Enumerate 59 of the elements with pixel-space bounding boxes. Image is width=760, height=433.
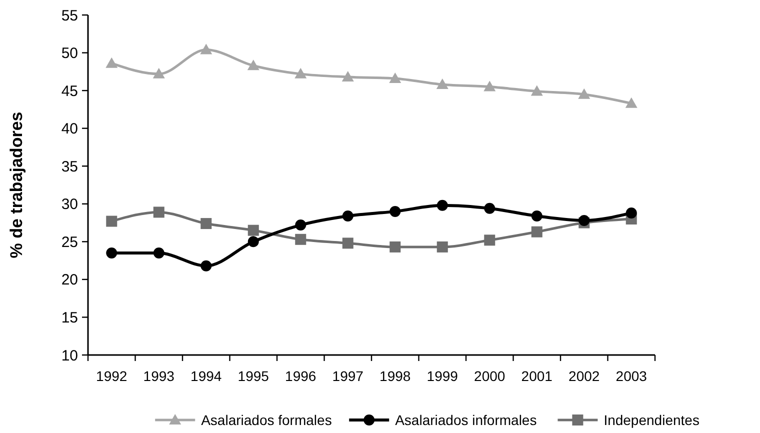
y-axis-title: % de trabajadores xyxy=(7,112,26,258)
point xyxy=(106,216,118,227)
point xyxy=(530,85,543,96)
point xyxy=(342,238,354,249)
x-tick-label: 1994 xyxy=(190,368,222,384)
point xyxy=(294,68,307,78)
x-tick-label: 2003 xyxy=(616,368,648,384)
x-tick-label: 2002 xyxy=(568,368,600,384)
legend-label: Asalariados informales xyxy=(395,412,537,428)
point xyxy=(295,220,306,231)
point xyxy=(106,248,118,258)
y-tick-label: 50 xyxy=(61,45,78,62)
y-tick-label: 15 xyxy=(61,309,78,326)
x-tick-label: 1997 xyxy=(332,368,364,384)
point xyxy=(342,70,354,82)
point xyxy=(248,236,259,248)
point xyxy=(200,260,212,272)
y-tick-label: 30 xyxy=(61,196,78,214)
point xyxy=(484,234,496,246)
legend-label: Independientes xyxy=(604,412,700,428)
x-tick-label: 2001 xyxy=(521,368,553,384)
point xyxy=(153,248,164,258)
point xyxy=(626,207,637,218)
point xyxy=(248,224,259,236)
point xyxy=(484,202,496,214)
x-tick-label: 1996 xyxy=(285,368,316,384)
point xyxy=(106,57,118,68)
point xyxy=(342,210,354,222)
y-tick-label: 40 xyxy=(61,120,78,138)
point xyxy=(436,241,448,252)
point xyxy=(153,206,164,218)
x-tick-label: 1999 xyxy=(426,368,458,384)
point xyxy=(390,241,401,252)
legend-label: Asalariados formales xyxy=(201,412,332,428)
x-tick-label: 1992 xyxy=(96,368,128,384)
point xyxy=(295,234,306,245)
y-tick-label: 10 xyxy=(61,347,78,364)
point xyxy=(200,44,212,54)
x-tick-label: 1995 xyxy=(238,368,270,384)
point xyxy=(436,200,448,211)
point xyxy=(625,97,638,108)
point xyxy=(531,226,542,238)
y-tick-label: 25 xyxy=(61,234,78,251)
y-tick-label: 35 xyxy=(61,158,78,176)
y-tick-label: 45 xyxy=(61,82,78,100)
point xyxy=(390,206,401,217)
point xyxy=(578,88,590,99)
x-tick-label: 1998 xyxy=(380,368,411,384)
x-tick-label: 2000 xyxy=(474,368,506,384)
point xyxy=(152,68,165,78)
point xyxy=(436,78,448,90)
point xyxy=(247,60,260,70)
point xyxy=(531,210,542,222)
y-tick-label: 55 xyxy=(61,7,78,24)
y-tick-label: 20 xyxy=(61,272,78,289)
x-tick-label: 1993 xyxy=(143,368,175,384)
point xyxy=(200,218,212,230)
point xyxy=(389,72,402,83)
point xyxy=(484,80,496,92)
